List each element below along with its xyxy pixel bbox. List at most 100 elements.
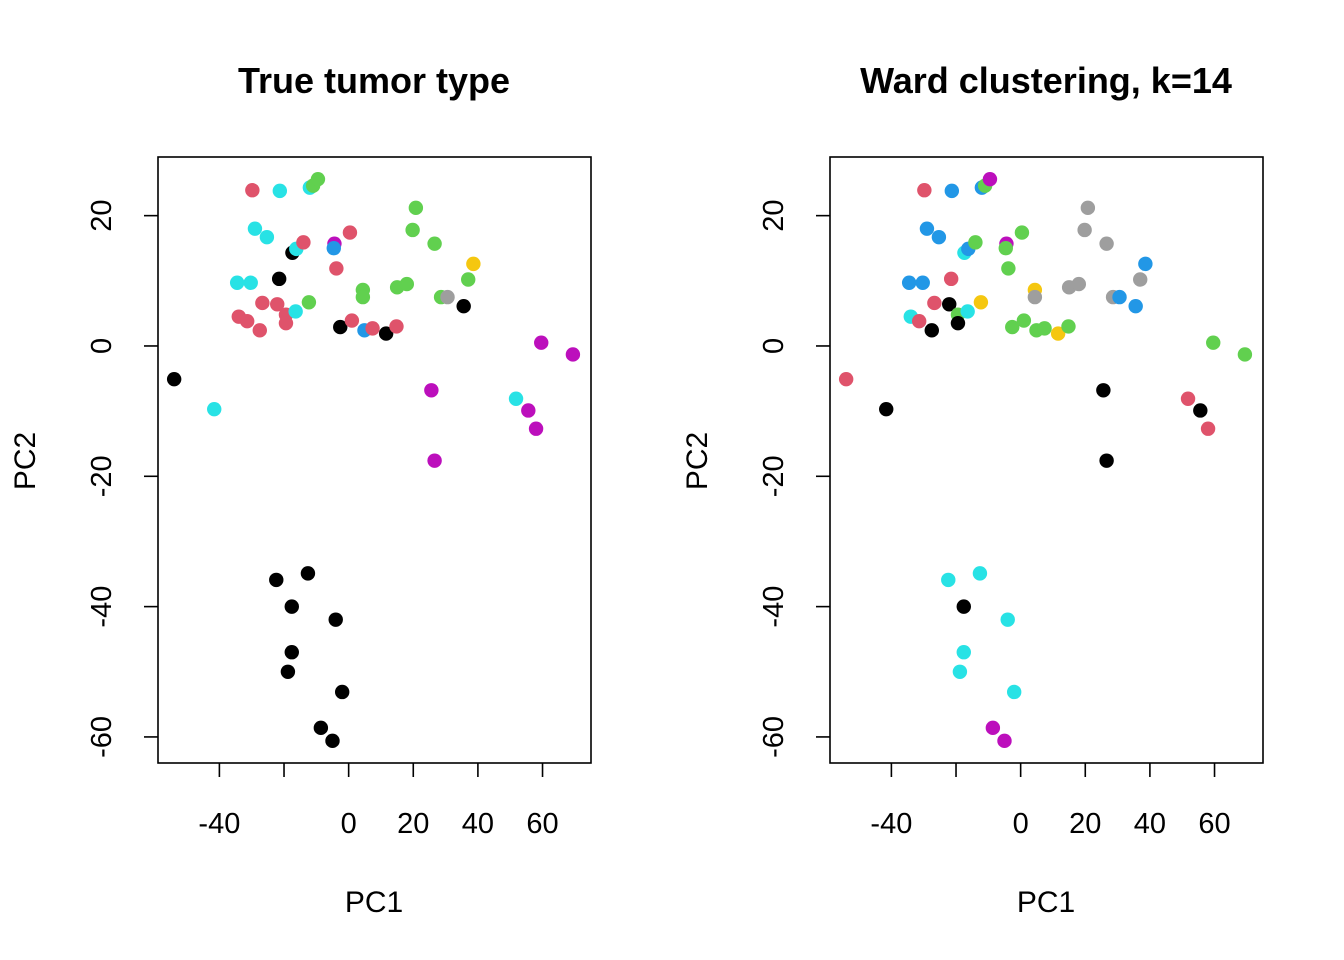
y-axis-title: PC2 [9, 432, 42, 490]
chart-title: True tumor type [238, 60, 510, 101]
x-tick-label: -40 [870, 808, 912, 840]
data-point [952, 664, 968, 679]
data-point [328, 612, 343, 627]
x-tick-label: 0 [341, 808, 357, 840]
plot-frame [829, 156, 1264, 764]
data-point [427, 453, 442, 468]
y-tick-label: -40 [758, 586, 790, 628]
data-point [1077, 222, 1092, 238]
data-point [365, 321, 380, 336]
data-point [252, 323, 267, 338]
data-point [973, 295, 989, 310]
data-point [456, 299, 471, 314]
x-axis-title: PC1 [345, 886, 403, 919]
y-axis: -60 -40 -20 0 20 [86, 200, 158, 758]
data-point [927, 295, 942, 311]
points [166, 171, 581, 749]
data-point [408, 200, 424, 216]
data-point [915, 275, 930, 290]
panel-ward-clustering: Ward clustering, k=14 PC1 PC2 -40 0 20 40 60… [681, 60, 1264, 919]
data-point [956, 645, 971, 660]
data-point [997, 733, 1012, 749]
data-point [284, 645, 299, 660]
data-point [272, 183, 288, 199]
chart-title: Ward clustering, k=14 [860, 60, 1232, 101]
data-point [1112, 289, 1127, 305]
data-point [1237, 347, 1253, 362]
data-point [1180, 391, 1196, 406]
data-point [956, 599, 971, 614]
data-point [333, 319, 348, 335]
data-point [229, 275, 245, 290]
data-point [972, 566, 988, 581]
y-tick-label: -60 [758, 716, 790, 758]
x-axis: -40 0 20 40 60 [870, 763, 1231, 840]
data-point [284, 599, 299, 614]
y-tick-label: -20 [86, 455, 118, 497]
data-point [1193, 403, 1208, 418]
y-tick-label: 0 [758, 338, 790, 354]
data-point [1006, 684, 1022, 700]
data-point [1080, 200, 1096, 216]
data-point [405, 222, 420, 238]
x-tick-label: 0 [1013, 808, 1029, 840]
data-point [1138, 256, 1153, 272]
y-tick-label: -60 [86, 716, 118, 758]
data-point [166, 372, 182, 387]
data-point [271, 271, 287, 287]
y-tick-label: 0 [86, 338, 118, 354]
data-point [943, 271, 959, 287]
data-point [329, 261, 344, 276]
plot-frame [157, 156, 592, 764]
data-point [461, 272, 476, 287]
data-point [310, 171, 326, 187]
data-point [424, 383, 439, 398]
data-point [378, 326, 394, 341]
data-point [838, 372, 854, 387]
y-axis-title: PC2 [681, 432, 714, 490]
x-tick-label: 40 [462, 808, 494, 840]
data-point [942, 297, 957, 312]
data-point [917, 183, 932, 198]
data-point [342, 225, 358, 240]
data-point [288, 304, 303, 319]
data-point [313, 720, 329, 736]
data-point [1099, 453, 1114, 468]
data-point [919, 221, 935, 236]
data-point [1016, 313, 1032, 328]
data-point [960, 304, 975, 319]
x-axis: -40 0 20 40 60 [198, 763, 559, 840]
data-point [389, 319, 404, 334]
data-point [301, 295, 317, 310]
x-tick-label: 40 [1134, 808, 1166, 840]
y-tick-label: 20 [758, 200, 790, 232]
data-point [269, 572, 284, 588]
data-point [931, 229, 947, 245]
data-point [440, 289, 455, 305]
data-point [950, 315, 966, 331]
data-point [534, 335, 549, 350]
data-point [255, 295, 270, 311]
data-point [968, 235, 983, 250]
data-point [1128, 299, 1143, 314]
data-point [399, 276, 415, 292]
data-point [1206, 335, 1221, 350]
data-point [247, 221, 263, 236]
data-point [270, 297, 285, 312]
data-point [427, 236, 442, 251]
data-point [239, 314, 255, 329]
x-tick-label: -40 [198, 808, 240, 840]
data-point [280, 664, 296, 679]
x-tick-label: 20 [1069, 808, 1101, 840]
data-point [941, 572, 956, 588]
data-point [1071, 276, 1087, 292]
data-point [1099, 236, 1114, 251]
data-point [1050, 326, 1066, 341]
x-tick-label: 60 [1198, 808, 1230, 840]
data-point [245, 183, 260, 198]
data-point [911, 314, 927, 329]
data-point [901, 275, 917, 290]
data-point [521, 403, 536, 418]
data-point [355, 289, 371, 305]
data-point [879, 401, 894, 417]
